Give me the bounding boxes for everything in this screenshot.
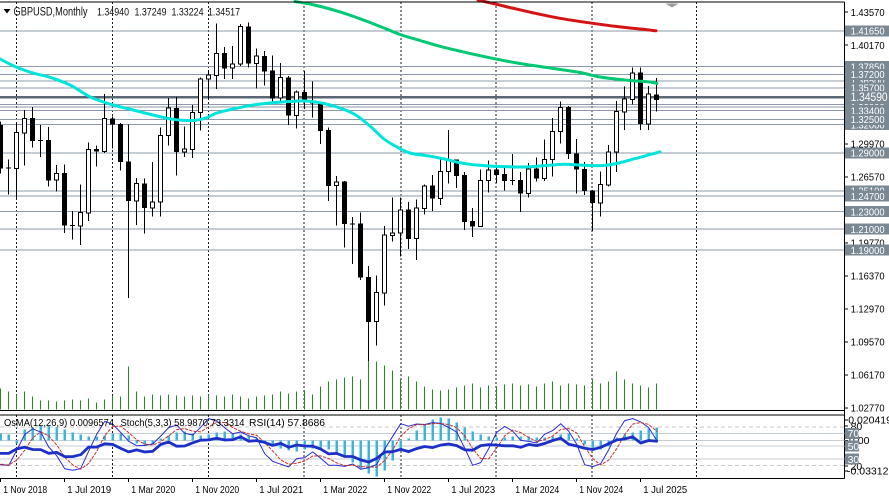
- svg-text:0.0204197: 0.0204197: [848, 415, 889, 427]
- svg-text:1 Jul 2019: 1 Jul 2019: [67, 484, 111, 496]
- svg-text:1.41650: 1.41650: [851, 26, 885, 38]
- svg-text:1.06170: 1.06170: [851, 370, 885, 382]
- svg-text:1 Nov 2024: 1 Nov 2024: [579, 484, 623, 496]
- svg-text:1.29000: 1.29000: [851, 148, 885, 160]
- svg-text:30: 30: [848, 454, 860, 466]
- svg-text:1.16370: 1.16370: [851, 271, 885, 283]
- svg-text:Stoch(5,3,3) 58.9870 73.3314: Stoch(5,3,3) 58.9870 73.3314: [121, 417, 245, 429]
- svg-text:1.33224: 1.33224: [172, 7, 204, 19]
- svg-text:1 Mar 2024: 1 Mar 2024: [515, 484, 559, 496]
- svg-text:1 Nov 2022: 1 Nov 2022: [387, 484, 431, 496]
- svg-text:20: 20: [851, 461, 863, 473]
- svg-text:1.34940: 1.34940: [97, 7, 129, 19]
- svg-text:1 Nov 2018: 1 Nov 2018: [3, 484, 47, 496]
- svg-text:1.34590: 1.34590: [851, 90, 888, 104]
- svg-text:1.12970: 1.12970: [851, 304, 885, 316]
- svg-text:1.43570: 1.43570: [851, 7, 885, 19]
- svg-text:1.34517: 1.34517: [208, 7, 240, 19]
- svg-text:1.23000: 1.23000: [851, 206, 885, 218]
- svg-text:1 Nov 2020: 1 Nov 2020: [195, 484, 239, 496]
- svg-text:1.02770: 1.02770: [851, 403, 885, 415]
- svg-text:1 Mar 2022: 1 Mar 2022: [323, 484, 367, 496]
- svg-text:OsMA(12,26,9) 0.0096574: OsMA(12,26,9) 0.0096574: [4, 417, 114, 429]
- svg-text:1 Jul 2021: 1 Jul 2021: [259, 484, 303, 496]
- svg-text:70: 70: [848, 428, 860, 440]
- svg-text:1 Mar 2020: 1 Mar 2020: [131, 484, 175, 496]
- svg-text:80: 80: [851, 421, 863, 433]
- svg-text:1.24700: 1.24700: [851, 191, 885, 203]
- svg-text:1.37249: 1.37249: [135, 7, 167, 19]
- svg-text:1.21000: 1.21000: [851, 224, 885, 236]
- svg-text:1.09570: 1.09570: [851, 337, 885, 349]
- svg-text:1.32500: 1.32500: [851, 114, 885, 126]
- svg-text:1 Jul 2025: 1 Jul 2025: [643, 484, 687, 496]
- svg-text:50: 50: [848, 441, 860, 453]
- svg-text:1 Jul 2023: 1 Jul 2023: [451, 484, 495, 496]
- svg-text:1.40170: 1.40170: [851, 40, 885, 52]
- svg-text:GBPUSD,Monthly: GBPUSD,Monthly: [14, 7, 88, 19]
- svg-text:1.37200: 1.37200: [851, 69, 885, 81]
- svg-text:1.19000: 1.19000: [851, 245, 885, 257]
- svg-text:1.26570: 1.26570: [851, 172, 885, 184]
- svg-text:-0.0331220: -0.0331220: [847, 466, 889, 478]
- svg-text:RSI(14) 57.8686: RSI(14) 57.8686: [249, 417, 325, 429]
